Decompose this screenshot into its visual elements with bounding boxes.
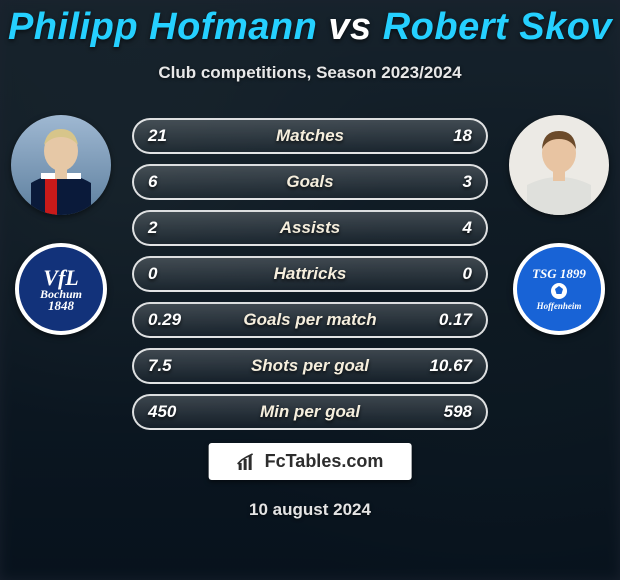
stat-label: Hattricks bbox=[274, 264, 347, 284]
stat-label: Goals bbox=[286, 172, 333, 192]
stat-row-shots-per-goal: 7.5 Shots per goal 10.67 bbox=[132, 348, 488, 384]
stat-right-value: 18 bbox=[424, 126, 472, 146]
stat-label: Goals per match bbox=[243, 310, 376, 330]
subtitle: Club competitions, Season 2023/2024 bbox=[0, 63, 620, 83]
stat-right-value: 4 bbox=[424, 218, 472, 238]
page-title: Philipp Hofmann vs Robert Skov bbox=[0, 6, 620, 49]
brand-badge: FcTables.com bbox=[209, 443, 412, 480]
player2-avatar bbox=[509, 115, 609, 215]
stat-left-value: 0 bbox=[148, 264, 196, 284]
club2-top: TSG 1899 bbox=[532, 267, 586, 280]
stat-rows: 21 Matches 18 6 Goals 3 2 Assists 4 0 Ha… bbox=[132, 118, 488, 430]
stat-left-value: 2 bbox=[148, 218, 196, 238]
player2-avatar-svg bbox=[509, 115, 609, 215]
stat-row-assists: 2 Assists 4 bbox=[132, 210, 488, 246]
player1-avatar-svg bbox=[11, 115, 111, 215]
content-area: Philipp Hofmann vs Robert Skov Club comp… bbox=[0, 0, 620, 580]
player1-avatar bbox=[11, 115, 111, 215]
stat-right-value: 0.17 bbox=[424, 310, 472, 330]
club2-bottom: Hoffenheim bbox=[532, 302, 586, 311]
stat-label: Shots per goal bbox=[251, 356, 369, 376]
stat-left-value: 6 bbox=[148, 172, 196, 192]
brand-text: FcTables.com bbox=[265, 451, 384, 472]
bar-chart-icon bbox=[237, 452, 257, 472]
right-column: TSG 1899 Hoffenheim bbox=[504, 115, 614, 335]
player2-club-badge: TSG 1899 Hoffenheim bbox=[513, 243, 605, 335]
title-player1: Philipp Hofmann bbox=[8, 6, 317, 48]
stat-right-value: 3 bbox=[424, 172, 472, 192]
stat-right-value: 598 bbox=[424, 402, 472, 422]
stat-left-value: 0.29 bbox=[148, 310, 196, 330]
club1-short: VfL bbox=[40, 267, 82, 289]
stat-right-value: 10.67 bbox=[424, 356, 472, 376]
title-vs: vs bbox=[328, 6, 371, 48]
stat-right-value: 0 bbox=[424, 264, 472, 284]
date-text: 10 august 2024 bbox=[0, 500, 620, 520]
stat-left-value: 7.5 bbox=[148, 356, 196, 376]
stat-row-min-per-goal: 450 Min per goal 598 bbox=[132, 394, 488, 430]
stat-left-value: 21 bbox=[148, 126, 196, 146]
title-player2: Robert Skov bbox=[383, 6, 612, 48]
stat-row-goals: 6 Goals 3 bbox=[132, 164, 488, 200]
player1-club-badge: VfL Bochum 1848 bbox=[15, 243, 107, 335]
left-column: VfL Bochum 1848 bbox=[6, 115, 116, 335]
stat-label: Min per goal bbox=[260, 402, 360, 422]
stat-label: Assists bbox=[280, 218, 340, 238]
club2-ball-icon bbox=[550, 282, 568, 300]
stat-label: Matches bbox=[276, 126, 344, 146]
stat-row-goals-per-match: 0.29 Goals per match 0.17 bbox=[132, 302, 488, 338]
stat-row-hattricks: 0 Hattricks 0 bbox=[132, 256, 488, 292]
stat-row-matches: 21 Matches 18 bbox=[132, 118, 488, 154]
stat-left-value: 450 bbox=[148, 402, 196, 422]
